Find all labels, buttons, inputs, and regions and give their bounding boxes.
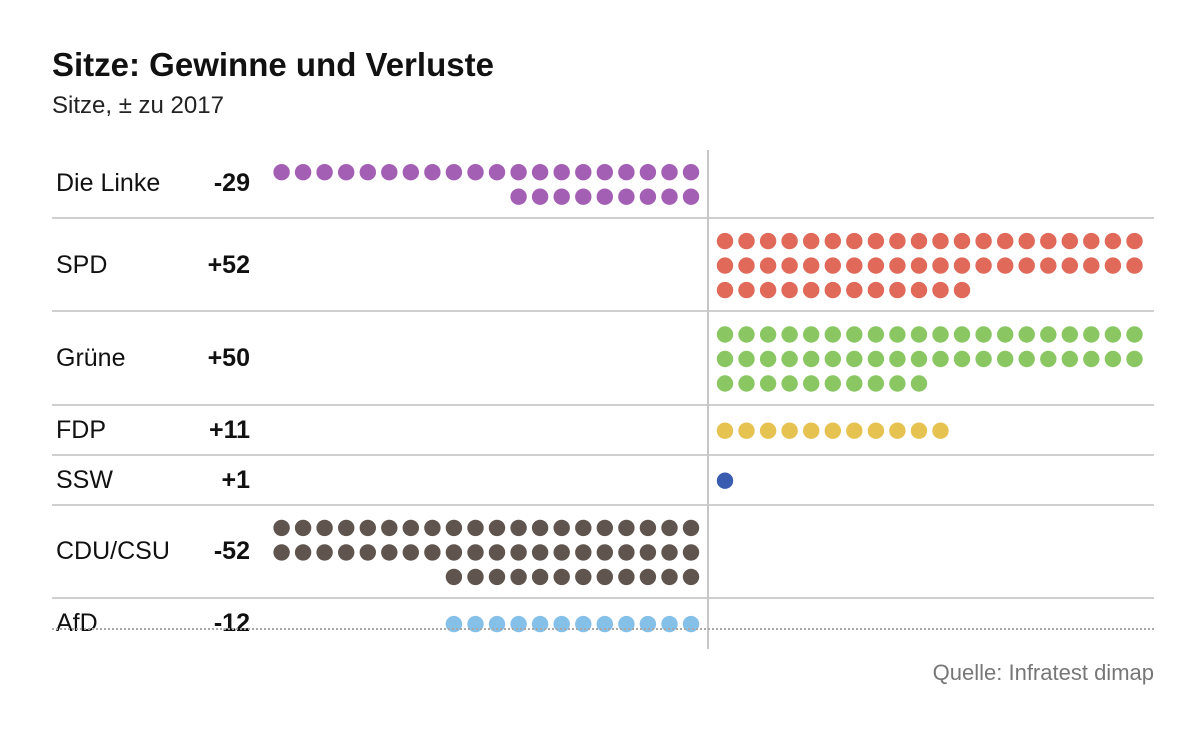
party-label: Grüne (56, 343, 126, 372)
row-ssw: SSW +1 (52, 456, 1154, 506)
party-label: Die Linke (56, 169, 161, 198)
chart-rows: Die Linke -29 SPD +52 Grüne +50 FDP +11 SSW +1 CDU… (52, 150, 1154, 649)
row-gr-ne: Grüne +50 (52, 312, 1154, 406)
seat-change-value: +52 (207, 250, 250, 279)
footer-divider (52, 628, 1154, 630)
seat-change-value: -12 (213, 609, 250, 638)
row-fdp: FDP +11 (52, 406, 1154, 456)
source-note: Quelle: Infratest dimap (932, 660, 1154, 685)
party-label: AfD (56, 609, 98, 638)
seat-change-value: -52 (213, 537, 250, 566)
chart-subtitle: Sitze, ± zu 2017 (52, 92, 224, 119)
party-label: CDU/CSU (56, 537, 170, 566)
seat-change-value: +50 (207, 343, 250, 372)
seat-change-value: +1 (221, 465, 250, 494)
row-spd: SPD +52 (52, 219, 1154, 313)
row-die-linke: Die Linke -29 (52, 150, 1154, 219)
row-afd: AfD -12 (52, 599, 1154, 649)
party-label: FDP (56, 415, 106, 444)
zero-axis-line (707, 150, 709, 650)
party-label: SPD (56, 250, 108, 279)
party-label: SSW (56, 465, 113, 494)
seat-change-value: +11 (208, 415, 250, 444)
seat-change-value: -29 (213, 169, 250, 198)
row-cdu-csu: CDU/CSU -52 (52, 506, 1154, 600)
chart-title: Sitze: Gewinne und Verluste (52, 46, 494, 83)
